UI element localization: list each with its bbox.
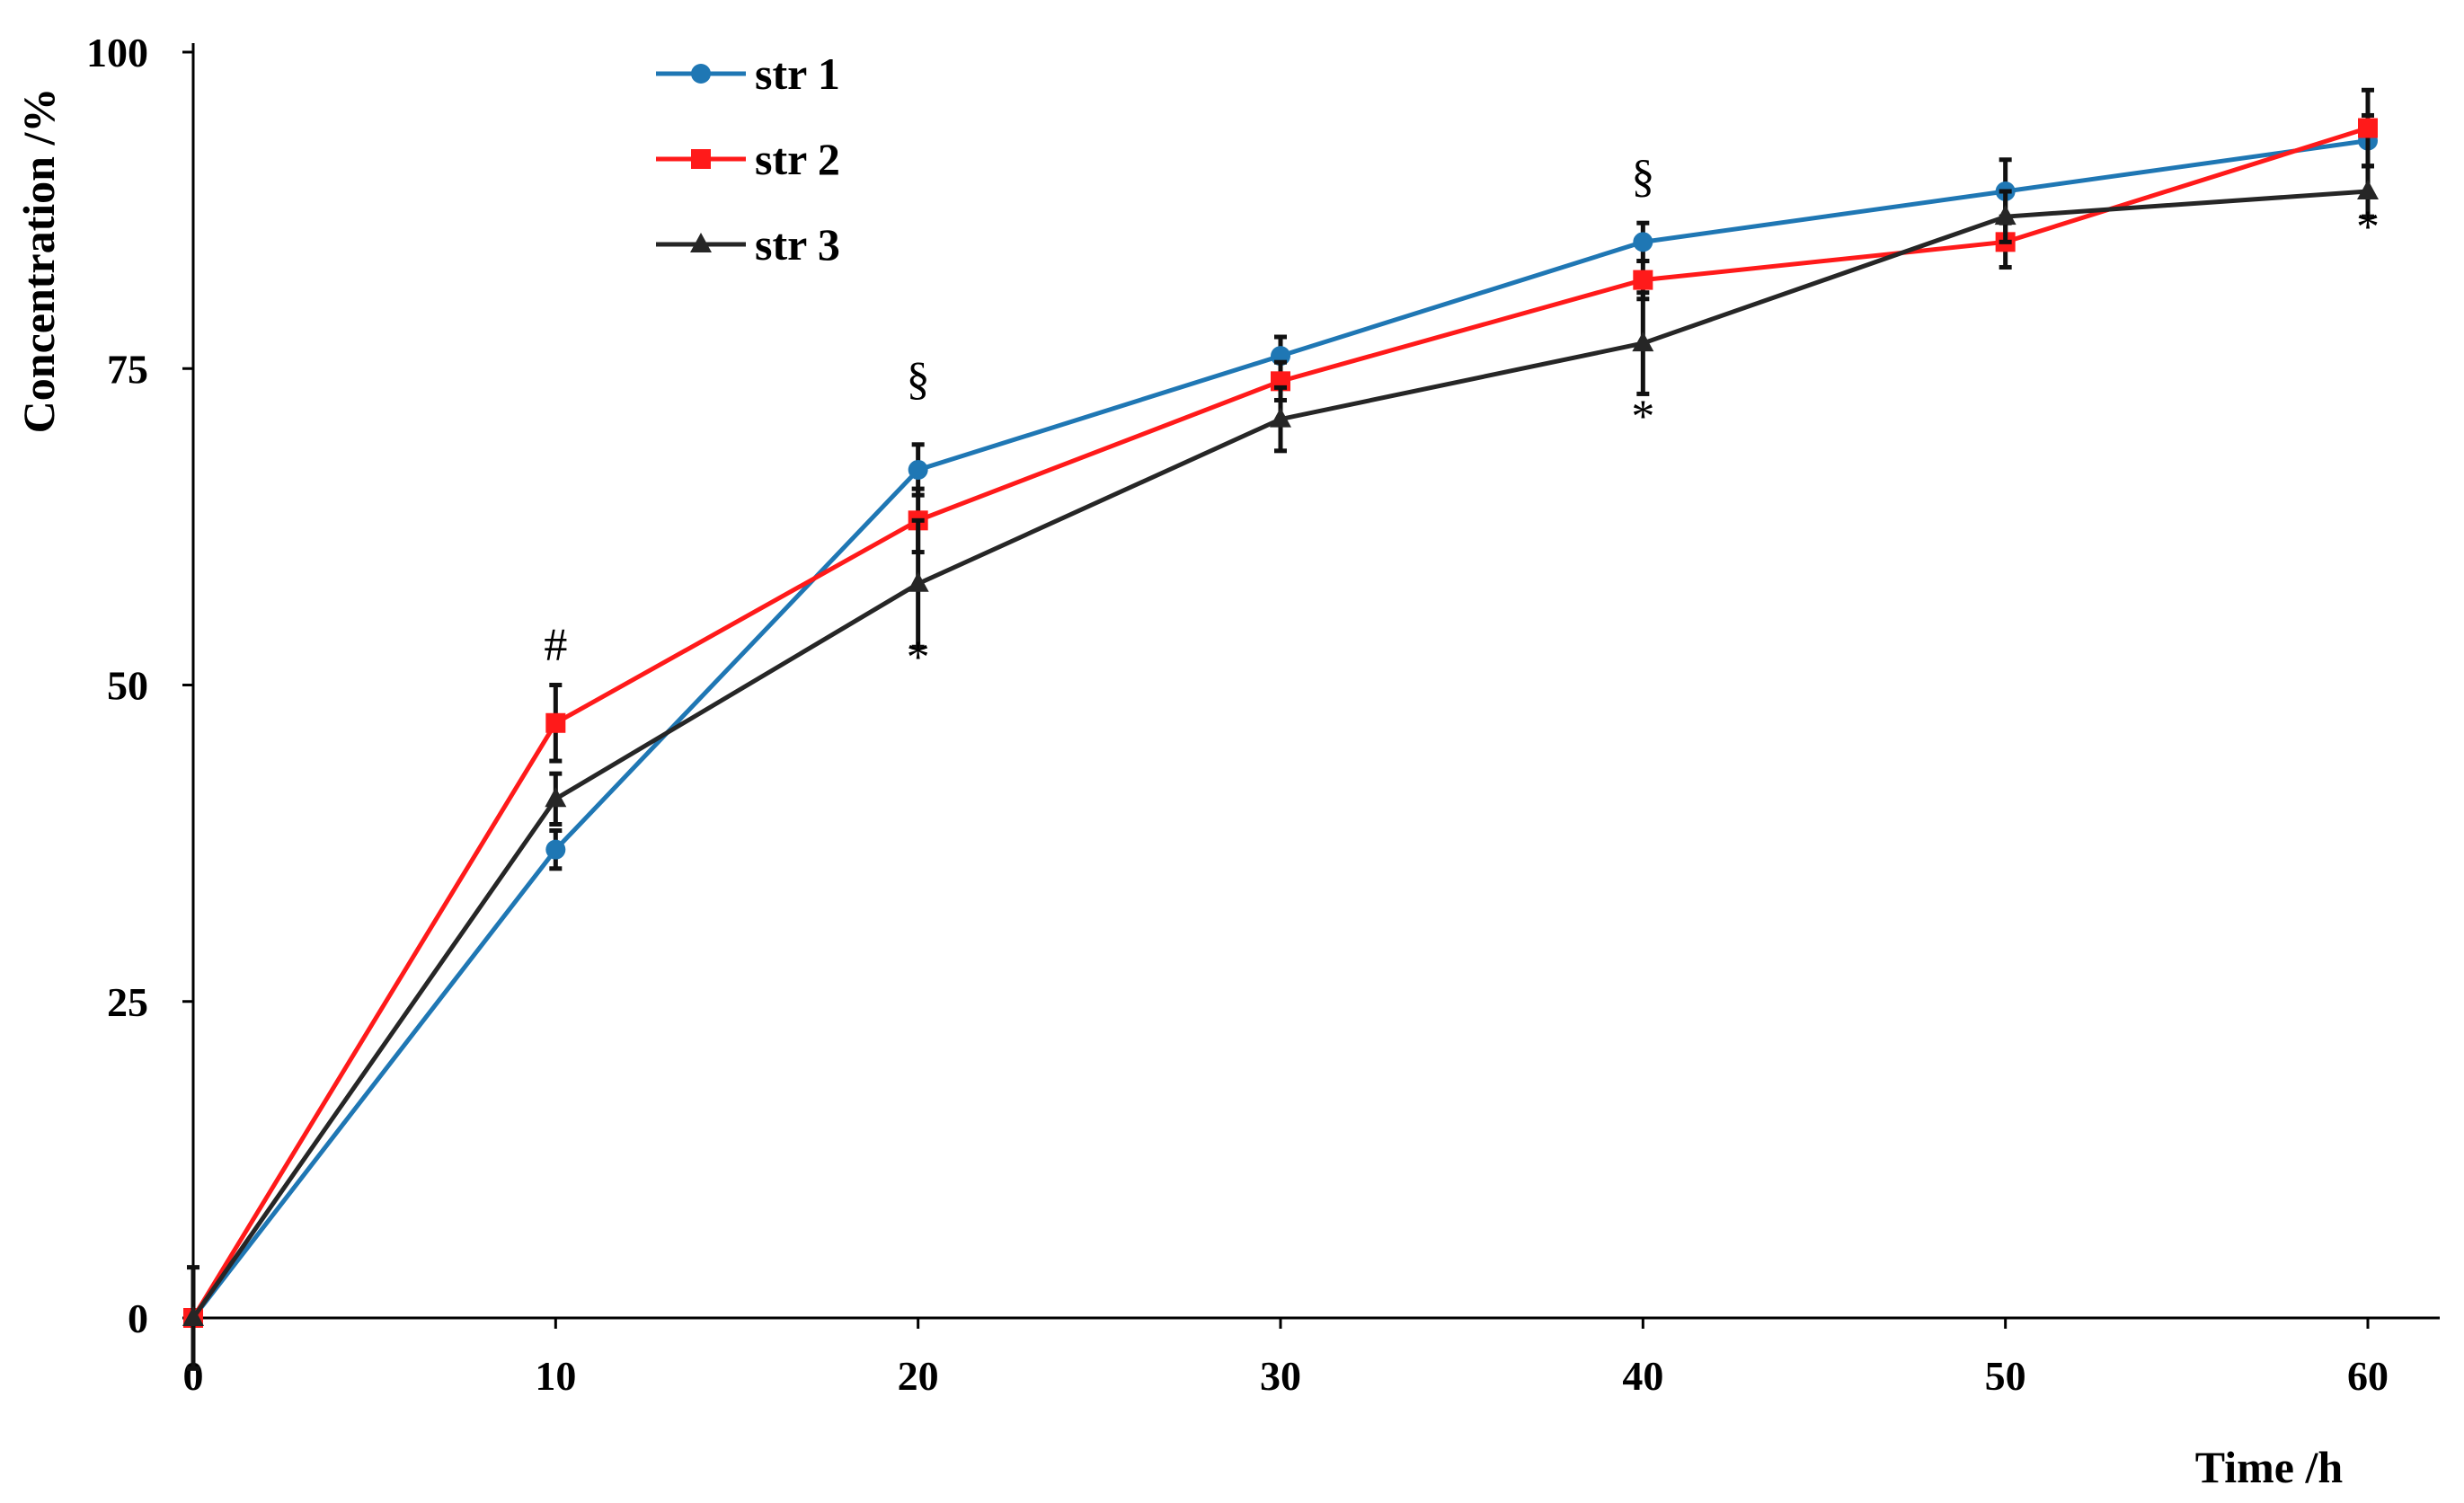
annotation-marker: * bbox=[907, 632, 930, 683]
annotation-marker: * bbox=[1631, 392, 1654, 443]
y-tick-label: 75 bbox=[107, 346, 148, 392]
x-tick-label: 10 bbox=[535, 1353, 576, 1399]
line-chart: 02550751000 10 20 30 40 50 60 str 1str 2str 3 … bbox=[0, 0, 2464, 1503]
legend-label: str 1 bbox=[755, 49, 840, 99]
y-axis-title: Concentration /% bbox=[13, 88, 64, 434]
x-tick-label: 20 bbox=[898, 1353, 939, 1399]
series-line bbox=[193, 141, 2368, 1318]
x-tick-label: 50 bbox=[1985, 1353, 2026, 1399]
x-tick-label: 60 bbox=[2347, 1353, 2389, 1399]
legend-label: str 3 bbox=[755, 219, 840, 270]
data-point bbox=[545, 713, 565, 733]
annotation-marker: § bbox=[1631, 151, 1654, 202]
data-point bbox=[545, 840, 565, 860]
y-tick-label: 0 bbox=[128, 1295, 148, 1341]
legend-marker bbox=[691, 64, 711, 84]
x-tick-label: 40 bbox=[1622, 1353, 1663, 1399]
annotation-marker: § bbox=[907, 353, 930, 404]
series-line bbox=[193, 128, 2368, 1318]
data-point bbox=[908, 460, 928, 480]
data-point bbox=[2358, 119, 2378, 138]
legend-label: str 2 bbox=[755, 134, 840, 184]
y-tick-label: 25 bbox=[107, 979, 148, 1025]
annotation-marker: * bbox=[2356, 201, 2380, 252]
x-tick-label: 30 bbox=[1260, 1353, 1301, 1399]
legend: str 1 str 2 str 3 bbox=[656, 49, 840, 270]
legend-marker bbox=[691, 149, 711, 169]
y-tick-label: 100 bbox=[86, 30, 148, 75]
data-point bbox=[2357, 180, 2379, 199]
data-point bbox=[545, 787, 566, 807]
y-tick-label: 50 bbox=[107, 663, 148, 709]
annotation-marker: # bbox=[544, 619, 567, 670]
data-point bbox=[1633, 270, 1653, 290]
series-layer bbox=[182, 90, 2379, 1368]
data-point bbox=[1633, 232, 1653, 252]
series-str-2 bbox=[183, 90, 2378, 1328]
x-axis-title: Time /h bbox=[2195, 1442, 2344, 1492]
series-str-1 bbox=[183, 115, 2378, 1328]
